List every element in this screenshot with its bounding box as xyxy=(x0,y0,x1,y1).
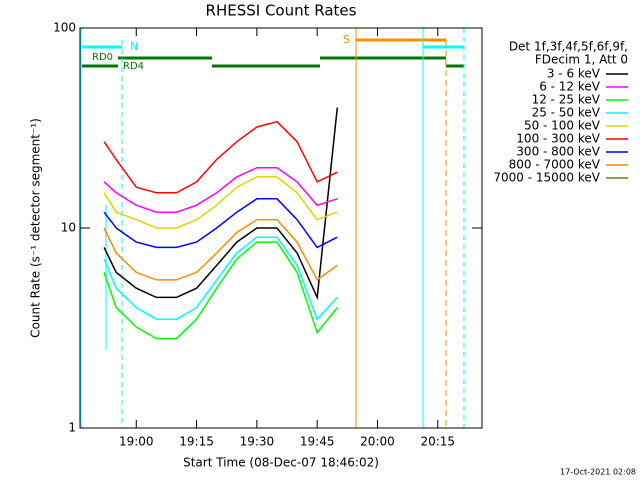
timestamp: 17-Oct-2021 02:08 xyxy=(560,468,636,477)
x-axis-label: Start Time (08-Dec-07 18:46:02) xyxy=(183,456,379,470)
chart-title: RHESSI Count Rates xyxy=(206,2,357,20)
legend-label: 100 - 300 keV xyxy=(516,132,600,146)
legend-label: 300 - 800 keV xyxy=(516,145,600,159)
legend-label: 3 - 6 keV xyxy=(547,67,601,81)
annotation: N xyxy=(130,40,138,53)
plot xyxy=(103,107,339,340)
legend-label: 6 - 12 keV xyxy=(539,80,601,94)
annotation: RD4 xyxy=(123,61,144,72)
legend-label: 12 - 25 keV xyxy=(532,93,601,107)
series-line xyxy=(103,176,338,229)
x-tick-label: 19:15 xyxy=(179,435,214,449)
state-bars xyxy=(82,38,464,68)
x-tick-label: 19:30 xyxy=(240,435,275,449)
series-line xyxy=(103,236,338,321)
legend-label: 25 - 50 keV xyxy=(532,106,601,120)
series-line xyxy=(103,167,338,213)
y-tick-label: 100 xyxy=(53,21,76,35)
series-line xyxy=(103,218,338,282)
legend-label: 800 - 7000 keV xyxy=(509,158,601,172)
legend-label: 50 - 100 keV xyxy=(524,119,601,133)
legend-title: FDecim 1, Att 0 xyxy=(535,53,628,67)
y-tick-label: 1 xyxy=(68,421,76,435)
series-line xyxy=(103,107,339,301)
x-tick-label: 19:45 xyxy=(300,435,335,449)
series-line xyxy=(103,198,338,249)
y-axis-label: Count Rate (s⁻¹ detector segment⁻¹) xyxy=(29,118,43,338)
x-tick-label: 19:00 xyxy=(119,435,154,449)
x-tick-label: 20:15 xyxy=(420,435,455,449)
legend-label: 7000 - 15000 keV xyxy=(493,171,600,185)
series-line xyxy=(103,241,338,340)
series-line xyxy=(103,120,338,194)
y-tick-label: 10 xyxy=(61,221,76,235)
legend-title: Det 1f,3f,4f,5f,6f,9f, xyxy=(509,40,628,54)
annotation: S xyxy=(343,33,350,46)
annotation: RD0 xyxy=(92,52,113,63)
x-tick-label: 20:00 xyxy=(360,435,395,449)
